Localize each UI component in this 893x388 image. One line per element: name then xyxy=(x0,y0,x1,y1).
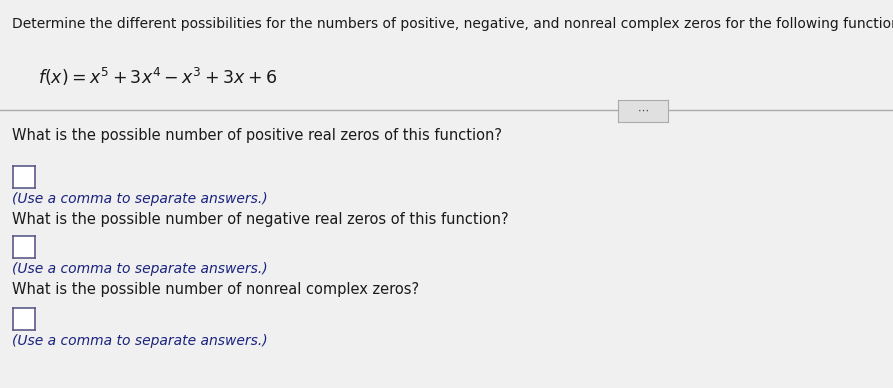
Text: $f(x)=x^5+3x^4-x^3+3x+6$: $f(x)=x^5+3x^4-x^3+3x+6$ xyxy=(38,66,277,88)
Text: What is the possible number of negative real zeros of this function?: What is the possible number of negative … xyxy=(12,212,508,227)
Text: What is the possible number of nonreal complex zeros?: What is the possible number of nonreal c… xyxy=(12,282,419,297)
Text: ⋯: ⋯ xyxy=(638,106,648,116)
Text: Determine the different possibilities for the numbers of positive, negative, and: Determine the different possibilities fo… xyxy=(12,17,893,31)
Text: What is the possible number of positive real zeros of this function?: What is the possible number of positive … xyxy=(12,128,502,143)
Text: (Use a comma to separate answers.): (Use a comma to separate answers.) xyxy=(12,192,267,206)
Text: (Use a comma to separate answers.): (Use a comma to separate answers.) xyxy=(12,334,267,348)
Text: (Use a comma to separate answers.): (Use a comma to separate answers.) xyxy=(12,262,267,276)
